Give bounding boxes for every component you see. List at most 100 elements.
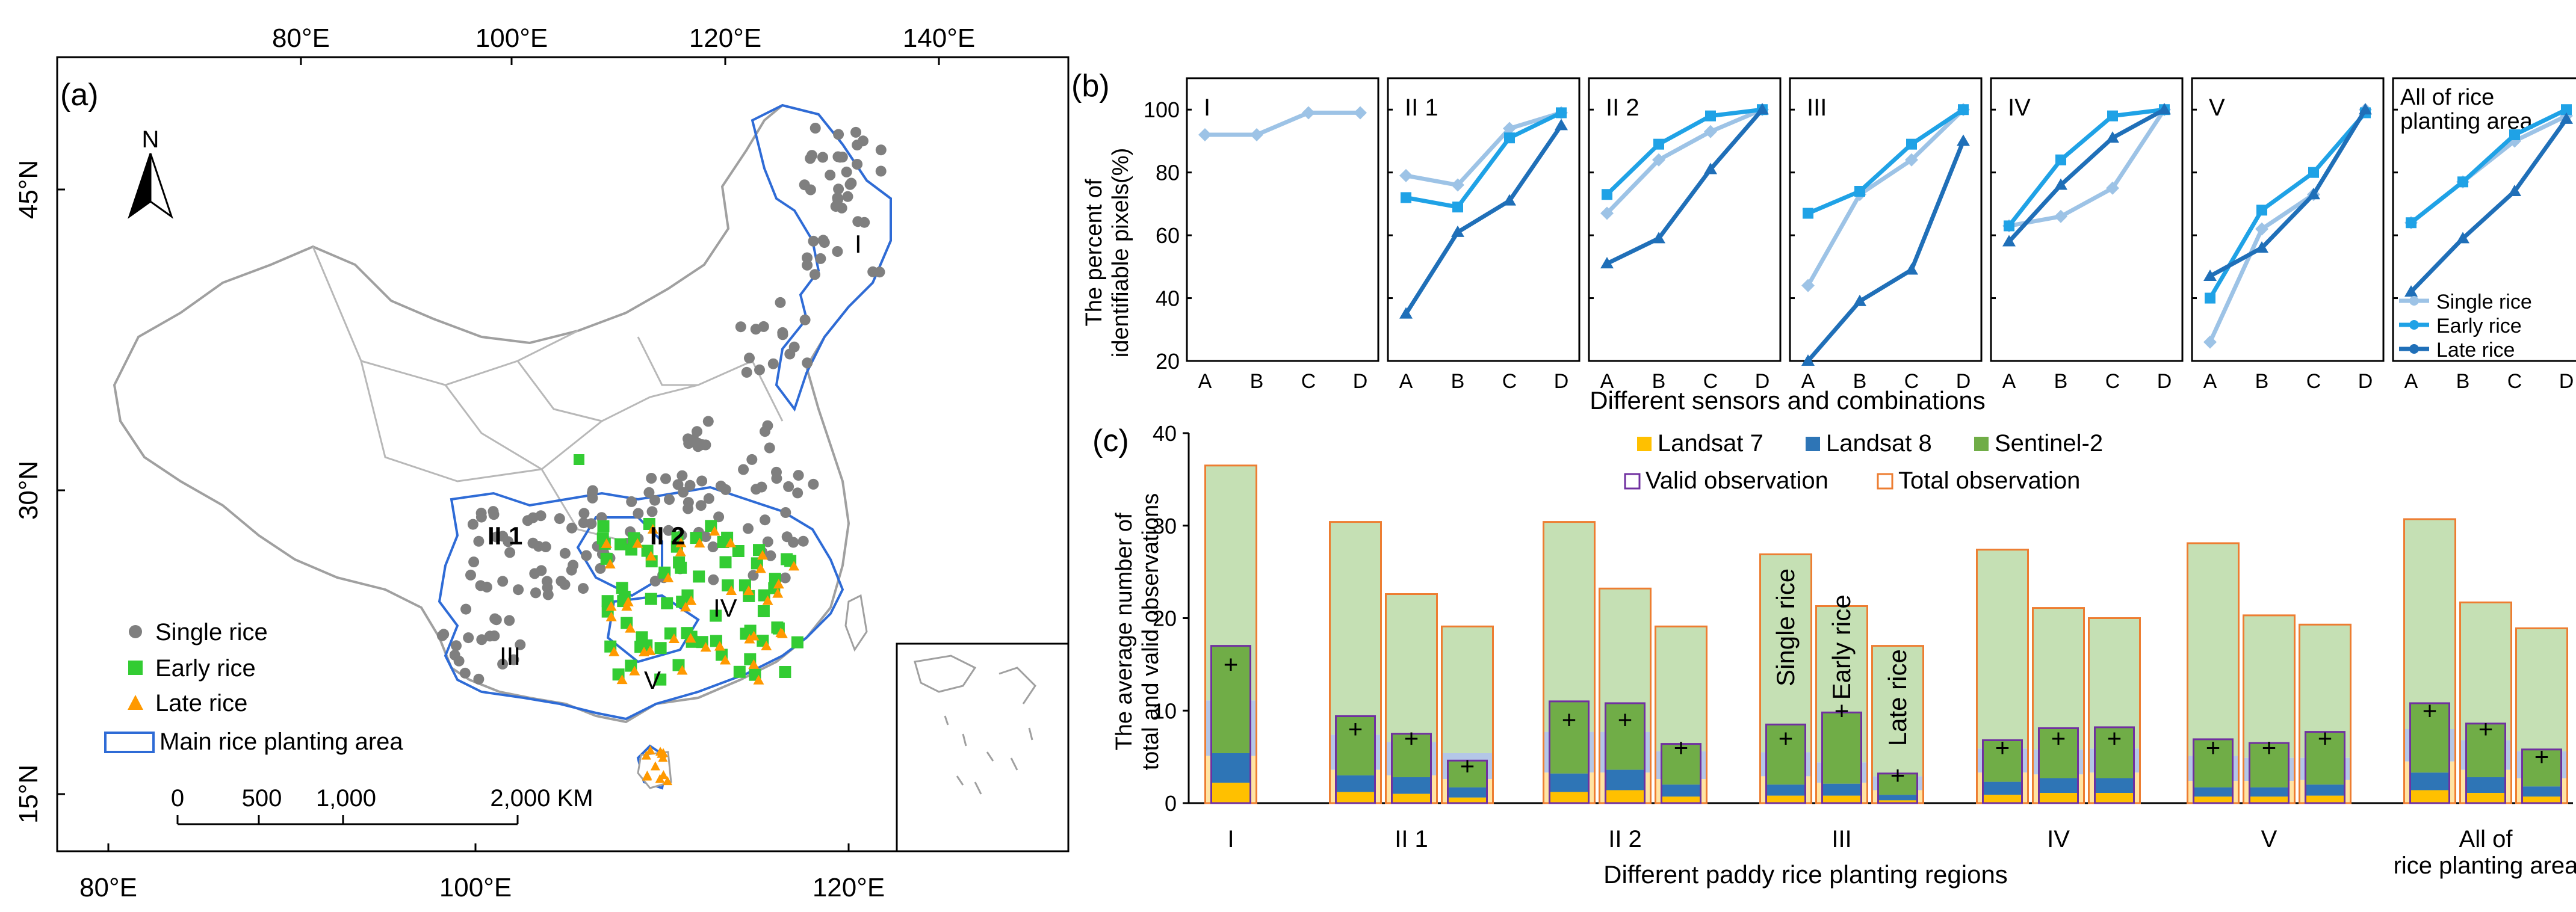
late-rice-point — [677, 665, 688, 675]
b-xtick-label: B — [1451, 370, 1465, 393]
b-series-line — [1404, 124, 1563, 315]
c-bar-valid-sentinel2 — [1661, 744, 1701, 785]
single-rice-point — [581, 550, 592, 561]
bottom-tick-120E: 120°E — [813, 873, 885, 902]
c-bar-valid-outline — [1821, 711, 1862, 804]
single-rice-point — [846, 177, 857, 189]
b-point — [1803, 208, 1813, 219]
single-rice-point — [850, 126, 861, 138]
single-rice-point — [643, 487, 655, 498]
late-rice-point — [744, 633, 755, 644]
single-rice-point — [646, 506, 658, 517]
c-bar-valid-landsat8 — [1549, 773, 1589, 792]
c-bar-valid-outline — [1877, 772, 1918, 804]
single-rice-point — [809, 269, 820, 280]
c-bar-group: + Single rice — [1759, 553, 1812, 804]
left-tick-15N: 15°N — [14, 765, 43, 824]
b-legend-label: Single rice — [2436, 291, 2532, 313]
c-mean-marker: + — [1562, 706, 1577, 734]
b-xtick-label: A — [1198, 370, 1212, 393]
single-rice-point — [536, 565, 547, 576]
b-legend-label: Early rice — [2436, 315, 2522, 337]
c-bar-valid-landsat7 — [1878, 800, 1918, 803]
late-rice-point — [608, 646, 620, 656]
c-bar-valid-outline — [2465, 723, 2506, 804]
late-rice-point — [629, 665, 640, 676]
c-legend-label: Valid observation — [1646, 467, 1828, 494]
c-mean-marker: + — [2423, 696, 2438, 724]
single-rice-point — [842, 191, 853, 202]
b-point — [2255, 222, 2268, 236]
early-rice-point — [645, 593, 657, 605]
c-bar-total-sentinel2 — [1543, 522, 1595, 732]
early-rice-point — [779, 666, 791, 678]
late-rice-point — [645, 550, 657, 561]
b-point — [2561, 104, 2572, 116]
late-rice-point — [675, 546, 686, 556]
b-ytick-label: 40 — [1156, 286, 1180, 311]
b-subpanel-title: II 2 — [1606, 94, 1639, 121]
single-rice-point — [830, 201, 841, 212]
b-xtick-label: B — [2456, 370, 2470, 393]
b-legend-marker — [2409, 296, 2419, 306]
b-point — [2256, 205, 2267, 216]
single-rice-point — [858, 135, 868, 147]
c-bar-valid-landsat8 — [2466, 777, 2506, 793]
china-outline — [113, 103, 892, 724]
single-rice-point — [825, 170, 836, 180]
b-ytick-label: 80 — [1156, 161, 1180, 185]
early-rice-point — [597, 520, 610, 532]
b-point — [2457, 176, 2468, 188]
c-bar-group: + — [2299, 623, 2352, 804]
b-subpanel-title: III — [1807, 94, 1827, 121]
late-rice-point — [772, 588, 784, 598]
single-rice-point — [497, 576, 509, 587]
b-xtick-label: A — [2404, 370, 2418, 393]
c-bar-valid-landsat8 — [2193, 787, 2233, 797]
c-bar-group: + — [2515, 627, 2568, 804]
b-subpanel-frame — [1990, 77, 2184, 362]
late-rice-point — [761, 641, 772, 651]
single-rice-point — [436, 630, 448, 641]
late-rice-point — [714, 641, 725, 651]
c-mean-marker: + — [2107, 724, 2122, 752]
top-tick-80E: 80°E — [272, 23, 330, 53]
b-series-line — [2409, 117, 2568, 294]
b-xtick-label: B — [2255, 370, 2269, 393]
single-rice-point — [720, 484, 731, 495]
single-rice-point — [491, 531, 502, 543]
c-legend-swatch — [1637, 437, 1652, 451]
single-rice-point — [578, 517, 589, 529]
b-series-line — [2008, 108, 2166, 228]
b-point — [1705, 110, 1716, 122]
single-rice-point — [481, 581, 492, 593]
single-rice-point — [746, 454, 758, 465]
late-rice-point — [632, 538, 643, 548]
c-bar-valid-landsat7 — [2522, 796, 2562, 803]
b-xtick-label: C — [1301, 370, 1316, 393]
c-bar-group: + — [1204, 464, 1257, 804]
b-xtick-label: D — [1353, 370, 1368, 393]
single-rice-point — [815, 253, 826, 264]
single-rice-point — [460, 603, 472, 615]
single-rice-point — [799, 179, 810, 191]
b-point — [1854, 186, 1865, 197]
c-bar-total-sentinel2 — [2187, 543, 2239, 756]
single-rice-point — [463, 632, 474, 644]
c-bar-valid-outline — [2521, 748, 2562, 804]
single-rice-point — [780, 507, 791, 518]
single-rice-point — [473, 673, 485, 685]
single-rice-point — [677, 470, 688, 481]
c-bar-group: + — [1655, 625, 1708, 804]
single-rice-point — [808, 478, 819, 490]
single-rice-point — [738, 464, 749, 475]
c-bar-annotation: Early rice — [1827, 594, 1856, 700]
c-bar-valid-sentinel2 — [1605, 703, 1645, 770]
c-bar-total-sentinel2 — [1441, 626, 1493, 753]
single-rice-point — [810, 123, 821, 134]
b-point — [1853, 294, 1866, 306]
early-rice-point — [693, 570, 705, 583]
c-bar-valid-landsat8 — [2249, 787, 2289, 797]
c-bar-valid-sentinel2 — [1878, 773, 1918, 795]
